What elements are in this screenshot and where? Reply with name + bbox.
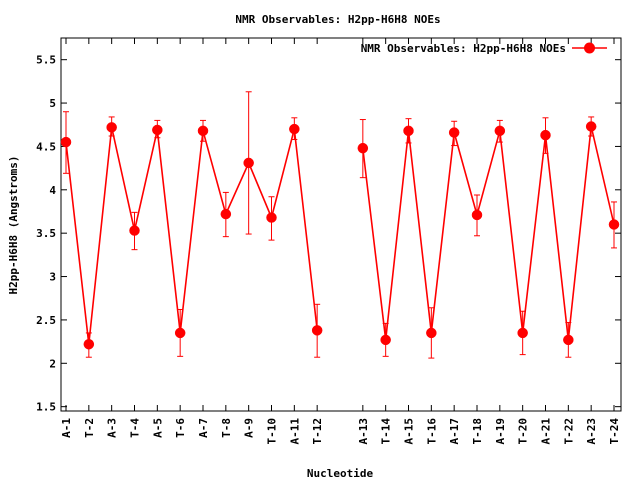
x-tick-label: T-24 bbox=[608, 418, 621, 445]
x-tick-label: A-7 bbox=[197, 418, 210, 438]
y-axis: 1.5 2 2.5 3 3.5 4 4.5 5 5.5 bbox=[36, 54, 621, 414]
chart-title: NMR Observables: H2pp-H6H8 NOEs bbox=[235, 13, 440, 26]
x-tick-label: A-5 bbox=[151, 418, 164, 438]
y-tick-label: 5.5 bbox=[36, 54, 56, 67]
x-tick-label: A-15 bbox=[403, 418, 416, 445]
data-point bbox=[608, 219, 620, 230]
data-point bbox=[448, 127, 460, 138]
data-point bbox=[174, 327, 186, 339]
legend: NMR Observables: H2pp-H6H8 NOEs bbox=[361, 42, 607, 55]
data-point bbox=[494, 125, 506, 137]
x-tick-label: A-3 bbox=[106, 418, 119, 438]
legend-marker bbox=[584, 42, 595, 54]
x-tick-label: T-16 bbox=[425, 418, 438, 445]
y-tick-label: 3.5 bbox=[36, 227, 56, 240]
x-tick-label: T-8 bbox=[220, 418, 233, 438]
x-axis-label: Nucleotide bbox=[307, 467, 374, 480]
y-tick-label: 3 bbox=[49, 271, 56, 284]
x-tick-label: T-12 bbox=[311, 418, 324, 445]
x-tick-label: A-11 bbox=[288, 418, 301, 445]
x-tick-label: T-14 bbox=[380, 418, 393, 445]
y-tick-label: 2 bbox=[49, 357, 56, 370]
series-line bbox=[362, 126, 615, 340]
data-point bbox=[380, 334, 391, 346]
data-point bbox=[106, 122, 117, 133]
x-tick-label: A-13 bbox=[357, 418, 370, 445]
data-point bbox=[540, 129, 551, 141]
x-tick-label: T-10 bbox=[266, 418, 279, 445]
x-tick-label: A-23 bbox=[585, 418, 598, 445]
data-point bbox=[585, 121, 597, 132]
data-point bbox=[289, 123, 300, 135]
data-point bbox=[152, 124, 163, 136]
y-tick-label: 1.5 bbox=[36, 401, 56, 414]
x-axis: A-1 T-2 A-3 T-4 A-5 T-6 A-7 T-8 A-9 T-10 A-11 T-12 A… bbox=[60, 38, 621, 445]
x-tick-label: A-9 bbox=[243, 418, 256, 438]
x-tick-label: T-18 bbox=[471, 418, 484, 445]
data-point bbox=[266, 212, 277, 223]
legend-label: NMR Observables: H2pp-H6H8 NOEs bbox=[361, 42, 566, 55]
data-point bbox=[197, 125, 209, 137]
data-point bbox=[517, 327, 528, 339]
y-tick-label: 2.5 bbox=[36, 314, 56, 327]
data-point bbox=[220, 208, 232, 220]
series-layer bbox=[60, 91, 620, 359]
data-point bbox=[403, 125, 414, 137]
data-point bbox=[563, 334, 574, 346]
x-tick-label: T-2 bbox=[83, 418, 96, 438]
x-tick-label: A-17 bbox=[448, 418, 461, 445]
series-line bbox=[65, 127, 318, 345]
data-point bbox=[243, 157, 254, 169]
y-tick-label: 5 bbox=[49, 97, 56, 110]
x-tick-label: T-20 bbox=[517, 418, 530, 445]
data-point bbox=[471, 209, 483, 221]
data-point bbox=[357, 142, 369, 154]
x-tick-label: T-6 bbox=[174, 418, 187, 438]
y-axis-label: H2pp-H6H8 (Angstroms) bbox=[7, 155, 20, 294]
data-point bbox=[60, 136, 72, 148]
data-point bbox=[426, 327, 437, 339]
x-tick-label: A-19 bbox=[494, 418, 507, 445]
x-tick-label: A-1 bbox=[60, 418, 73, 438]
data-point bbox=[83, 338, 95, 350]
x-tick-label: T-22 bbox=[562, 418, 575, 445]
y-tick-label: 4.5 bbox=[36, 140, 56, 153]
data-point bbox=[311, 325, 323, 336]
x-tick-label: A-21 bbox=[540, 418, 553, 445]
x-tick-label: T-4 bbox=[129, 418, 142, 438]
y-tick-label: 4 bbox=[49, 184, 56, 197]
data-point bbox=[129, 225, 140, 236]
plot-frame bbox=[60, 37, 622, 412]
